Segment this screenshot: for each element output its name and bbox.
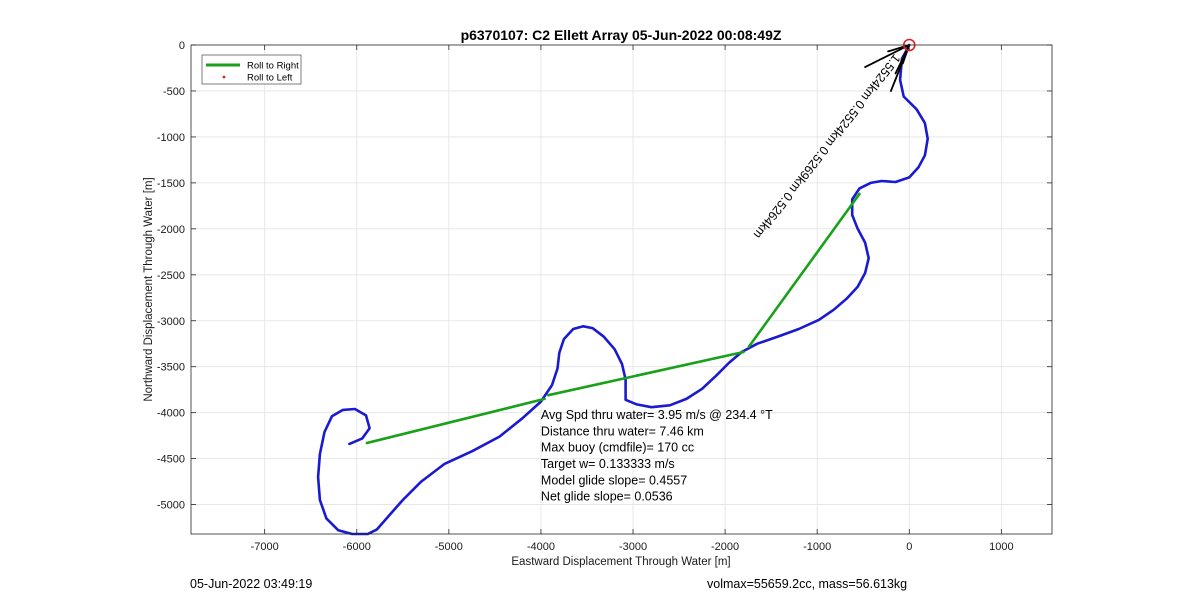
tick-layer: -7000 -6000 -5000 -4000 -3000 -2000 -1000 0 1000…: [157, 40, 1052, 553]
plot-area: [191, 45, 1052, 534]
legend-label-roll-right: Roll to Right: [247, 61, 299, 72]
roll-right-segment: [547, 350, 745, 397]
x-tick-label: -6000: [343, 541, 371, 553]
x-tick-label: -5000: [435, 541, 463, 553]
series-layer: [316, 43, 929, 536]
y-tick-label: -500: [163, 86, 185, 98]
y-tick-label: -2500: [157, 270, 185, 282]
legend-label-roll-left: Roll to Left: [247, 73, 293, 84]
stats-line: Avg Spd thru water= 3.95 m/s @ 234.4 °T: [541, 408, 773, 422]
plot-frame: [190, 44, 1053, 535]
stats-line: Max buoy (cmdfile)= 170 cc: [541, 441, 694, 455]
footer-mass-info: volmax=55659.2cc, mass=56.613kg: [707, 577, 908, 591]
x-tick-label: 1000: [989, 541, 1013, 553]
x-axis-label: Eastward Displacement Through Water [m]: [511, 556, 730, 568]
roll-right-segment: [365, 397, 546, 445]
y-tick-label: -5000: [157, 500, 185, 512]
roll-right-segment: [747, 192, 861, 348]
x-tick-label: -1000: [803, 541, 831, 553]
grid: [191, 44, 1052, 534]
footer-timestamp: 05-Jun-2022 03:49:19: [190, 577, 313, 591]
x-tick-label: 0: [906, 541, 912, 553]
trajectory-line: [316, 43, 929, 536]
legend-box: [201, 54, 302, 85]
y-tick-label: -1000: [157, 132, 185, 144]
y-axis-label: Northward Displacement Through Water [m]: [143, 177, 155, 401]
y-tick-label: -1500: [157, 178, 185, 190]
chart-title: p6370107: C2 Ellett Array 05-Jun-2022 00…: [461, 27, 782, 43]
y-tick-label: -3000: [157, 316, 185, 328]
legend-swatch-roll-left: [222, 75, 226, 79]
legend: Roll to Right Roll to Left: [201, 54, 302, 85]
x-tick-label: -4000: [527, 541, 555, 553]
stats-line: Target w= 0.133333 m/s: [541, 457, 675, 471]
stats-line: Model glide slope= 0.4557: [541, 473, 687, 487]
stats-line: Net glide slope= 0.0536: [541, 490, 673, 504]
y-tick-label: -3500: [157, 362, 185, 374]
y-tick-label: -4000: [157, 408, 185, 420]
y-tick-label: 0: [179, 40, 185, 52]
x-tick-label: -3000: [619, 541, 647, 553]
stats-line: Distance thru water= 7.46 km: [541, 424, 704, 438]
x-tick-label: -2000: [711, 541, 739, 553]
spoke-line: [864, 44, 911, 92]
y-tick-label: -2000: [157, 224, 185, 236]
y-tick-label: -4500: [157, 454, 185, 466]
stats-annotation: Avg Spd thru water= 3.95 m/s @ 234.4 °T D…: [541, 408, 773, 504]
x-tick-label: -7000: [251, 541, 279, 553]
